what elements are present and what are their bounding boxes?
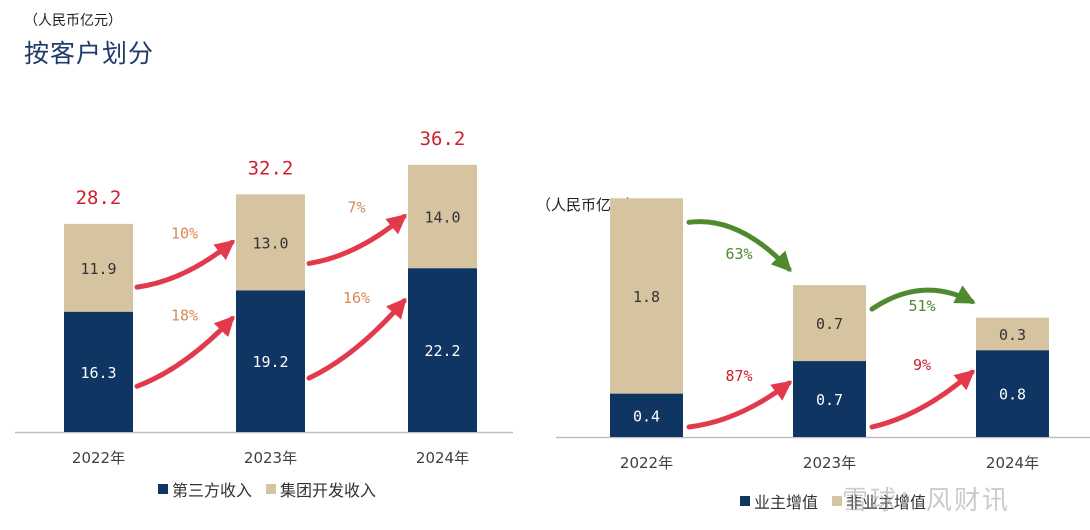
data-label: 13.0 bbox=[252, 234, 288, 252]
bar-segment-top bbox=[236, 194, 305, 291]
x-tick-label: 2023年 bbox=[803, 454, 856, 472]
right-chart: 0.4 1.8 2022年 0.7 0.7 2023年 0.8 0.3 2024年 63% 87% 5… bbox=[556, 198, 1090, 472]
legend-label: 业主增值 bbox=[754, 493, 819, 512]
growth-label: 7% bbox=[347, 199, 365, 217]
change-arrow bbox=[869, 285, 976, 312]
left-legend: 第三方收入 集团开发收入 bbox=[158, 477, 390, 501]
legend-swatch-tan bbox=[266, 484, 277, 494]
x-tick-label: 2022年 bbox=[620, 454, 673, 472]
growth-label: 10% bbox=[171, 224, 198, 242]
bar-segment-bottom bbox=[408, 268, 477, 432]
data-label: 0.4 bbox=[633, 407, 660, 425]
unit-label: （人民币亿元） bbox=[24, 13, 122, 29]
growth-arrow bbox=[306, 213, 408, 266]
bar-segment-bottom bbox=[793, 361, 866, 437]
data-label: 1.8 bbox=[633, 288, 660, 306]
growth-arrow bbox=[306, 297, 407, 381]
data-label: 11.9 bbox=[80, 260, 116, 278]
data-label: 0.7 bbox=[816, 315, 843, 333]
growth-arrow bbox=[134, 315, 235, 389]
x-tick-label: 2022年 bbox=[72, 449, 125, 467]
x-tick-label: 2023年 bbox=[244, 449, 297, 467]
total-label: 32.2 bbox=[248, 157, 294, 179]
legend-label: 集团开发收入 bbox=[280, 481, 377, 500]
change-label: 63% bbox=[725, 245, 752, 263]
bar-segment-bottom bbox=[610, 393, 683, 437]
legend-item-third-party: 第三方收入 bbox=[158, 477, 252, 501]
legend-swatch-tan bbox=[832, 496, 843, 506]
legend-item-owner: 业主增值 bbox=[740, 489, 818, 513]
data-label: 22.2 bbox=[424, 342, 460, 360]
bar-segment-top bbox=[64, 223, 133, 312]
data-label: 0.3 bbox=[999, 326, 1026, 344]
watermark-text: 雪球：风财讯 bbox=[842, 486, 1011, 516]
right-legend: 业主增值 非业主增值 bbox=[740, 489, 940, 513]
growth-label: 18% bbox=[171, 307, 198, 325]
bar-segment-top bbox=[793, 285, 866, 362]
legend-swatch-navy bbox=[740, 496, 750, 506]
x-tick-label: 2024年 bbox=[416, 449, 469, 467]
growth-label: 16% bbox=[343, 289, 370, 307]
data-label: 14.0 bbox=[424, 209, 460, 227]
data-label: 0.7 bbox=[816, 391, 843, 409]
change-label: 51% bbox=[908, 297, 935, 315]
legend-item-non-owner: 非业主增值 bbox=[832, 489, 926, 513]
bar-segment-top bbox=[408, 164, 477, 269]
bar-segment-bottom bbox=[976, 350, 1049, 437]
change-arrow bbox=[686, 219, 792, 273]
legend-label: 非业主增值 bbox=[846, 493, 927, 512]
growth-label: 9% bbox=[913, 356, 931, 374]
data-label: 19.2 bbox=[252, 353, 288, 371]
data-label: 16.3 bbox=[80, 364, 116, 382]
bar-segment-top bbox=[976, 317, 1049, 351]
legend-item-group-dev: 集团开发收入 bbox=[266, 477, 376, 501]
total-label: 36.2 bbox=[420, 128, 466, 150]
bar-segment-top bbox=[610, 198, 683, 394]
growth-arrow bbox=[134, 239, 236, 290]
bar-segment-bottom bbox=[64, 311, 133, 432]
page-title: 按客户划分 bbox=[24, 39, 155, 68]
growth-arrow bbox=[869, 369, 976, 430]
growth-label: 87% bbox=[725, 367, 752, 385]
x-tick-label: 2024年 bbox=[986, 454, 1039, 472]
growth-arrow bbox=[686, 380, 793, 430]
legend-swatch-navy bbox=[158, 484, 168, 494]
bar-segment-bottom bbox=[236, 290, 305, 432]
left-chart: 16.3 11.9 2022年 19.2 13.0 2023年 22.2 14.0 2024年 2… bbox=[15, 128, 513, 467]
data-label: 0.8 bbox=[999, 386, 1026, 404]
legend-label: 第三方收入 bbox=[172, 481, 253, 500]
total-label: 28.2 bbox=[76, 187, 122, 209]
